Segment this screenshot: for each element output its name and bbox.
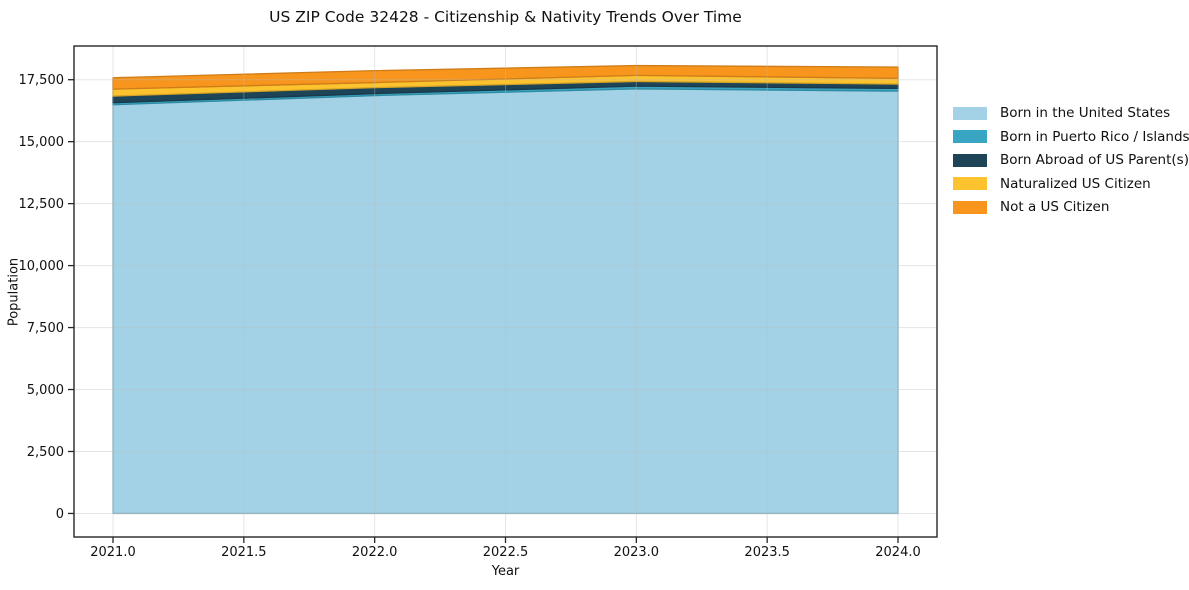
x-tick-label: 2021.0 [90,545,136,560]
legend-label: Born in the United States [1000,105,1171,121]
chart-title: US ZIP Code 32428 - Citizenship & Nativi… [269,8,742,26]
x-tick-label: 2023.0 [614,545,660,560]
y-tick-label: 2,500 [27,445,64,460]
legend-item-born-abroad-of-us-parent-s: Born Abroad of US Parent(s) [953,152,1189,168]
x-tick-label: 2023.5 [744,545,790,560]
legend-swatch-naturalized-us-citizen [953,177,987,190]
area-series-not-a-us-citizen [112,64,899,90]
y-tick-label: 15,000 [19,135,65,150]
y-axis-label: Population [6,257,22,327]
x-tick-label: 2022.0 [352,545,398,560]
y-tick-label: 17,500 [19,73,65,88]
x-tick-label: 2024.0 [875,545,921,560]
legend-label: Not a US Citizen [1000,199,1110,215]
legend-item-naturalized-us-citizen: Naturalized US Citizen [953,175,1189,192]
x-tick-label: 2022.5 [483,545,529,560]
x-axis-label: Year [491,564,520,579]
y-tick-label: 12,500 [19,197,65,212]
legend-label: Born Abroad of US Parent(s) [1000,152,1189,168]
x-tick-label: 2021.5 [221,545,267,560]
y-tick-label: 0 [56,507,64,522]
legend: Born in the United States Born in Puerto … [953,105,1189,224]
y-tick-label: 5,000 [27,383,64,398]
legend-label: Naturalized US Citizen [1000,175,1151,192]
legend-swatch-born-in-the-united-states [953,106,987,120]
legend-item-born-in-puerto-rico-islands: Born in Puerto Rico / Islands [953,128,1189,145]
y-tick-label: 7,500 [27,321,64,336]
y-tick-label: 10,000 [19,259,65,274]
legend-swatch-born-abroad-of-us-parent-s [953,153,987,167]
legend-item-born-in-the-united-states: Born in the United States [953,105,1189,121]
legend-swatch-born-in-puerto-rico-islands [953,130,987,143]
legend-swatch-not-a-us-citizen [953,200,987,214]
legend-label: Born in Puerto Rico / Islands [1000,128,1189,145]
legend-item-not-a-us-citizen: Not a US Citizen [953,199,1189,215]
